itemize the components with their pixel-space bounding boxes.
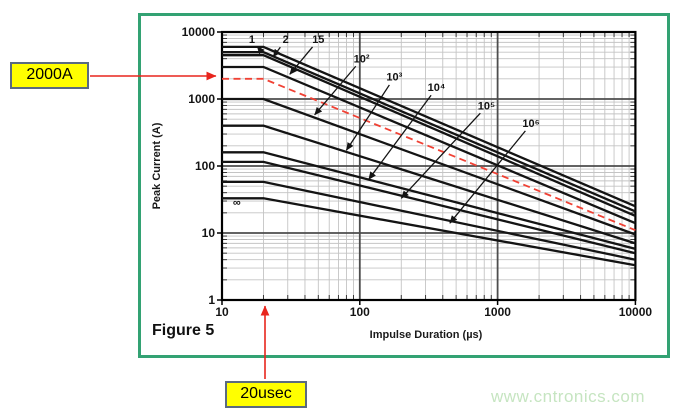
y-tick-100: 100 bbox=[195, 159, 215, 173]
curve-10³ bbox=[222, 97, 636, 236]
y-tick-1: 1 bbox=[208, 293, 215, 307]
curve-10⁶ bbox=[222, 160, 636, 255]
x-tick-10: 10 bbox=[215, 305, 229, 319]
curve-label-10²: 10² bbox=[354, 53, 370, 65]
duration-callout-label: 20usec bbox=[240, 385, 292, 402]
curve-label-2: 2 bbox=[283, 34, 289, 46]
duration-callout: 20usec bbox=[225, 381, 307, 408]
x-axis-title: Impulse Duration (µs) bbox=[369, 329, 483, 341]
x-tick-1000: 1000 bbox=[484, 305, 511, 319]
y-axis-title: Peak Current (A) bbox=[151, 122, 163, 210]
curve-labels: 1 2 15 10² 10³ 10⁴ 10⁵ 10⁶ ∞ bbox=[233, 34, 540, 224]
figure-caption: Figure 5 bbox=[152, 322, 215, 339]
x-tick-10000: 10000 bbox=[619, 305, 653, 319]
y-tick-10: 10 bbox=[202, 226, 216, 240]
annotation-arrows bbox=[90, 71, 270, 379]
curve-label-10³: 10³ bbox=[386, 71, 402, 83]
curve-10⁴ bbox=[222, 124, 636, 245]
curve-label-∞: ∞ bbox=[233, 197, 241, 209]
curve-2000A-rating bbox=[222, 77, 636, 232]
curve-15 bbox=[222, 54, 636, 217]
x-tick-100: 100 bbox=[350, 305, 370, 319]
curve-label-1: 1 bbox=[249, 34, 255, 46]
y-tick-10000: 10000 bbox=[182, 25, 216, 39]
curve-label-10⁶: 10⁶ bbox=[522, 118, 539, 130]
y-tick-1000: 1000 bbox=[188, 92, 215, 106]
curve-label-10⁴: 10⁴ bbox=[428, 82, 446, 94]
watermark: www.cntronics.com bbox=[491, 387, 645, 406]
curve-label-10⁵: 10⁵ bbox=[478, 101, 495, 113]
curve-10² bbox=[222, 65, 636, 225]
peak-current-callout: 2000A bbox=[10, 62, 89, 89]
curve-∞ bbox=[222, 197, 636, 267]
curve-10⁵ bbox=[222, 151, 636, 251]
peak-current-callout-label: 2000A bbox=[26, 66, 73, 83]
curve-label-15: 15 bbox=[312, 34, 324, 46]
curve-unlabeled bbox=[222, 180, 636, 261]
